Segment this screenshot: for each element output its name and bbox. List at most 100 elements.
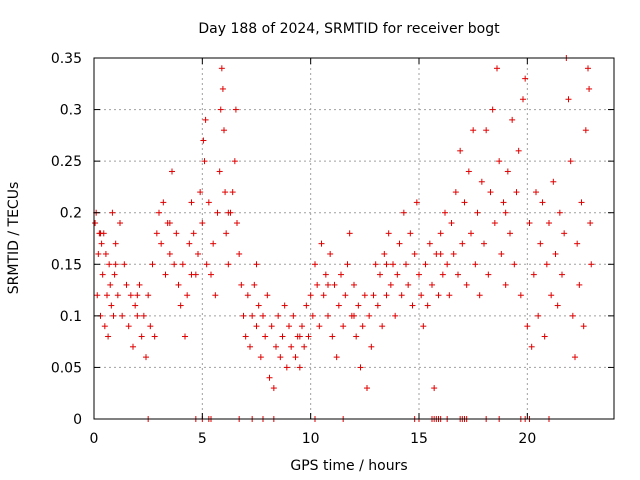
data-point	[309, 312, 316, 319]
data-point	[292, 354, 299, 361]
data-point	[418, 292, 425, 299]
data-point	[188, 271, 195, 278]
data-point	[320, 292, 327, 299]
data-point	[225, 209, 232, 216]
data-point	[455, 271, 461, 278]
data-point	[234, 220, 240, 227]
data-point	[507, 230, 513, 237]
data-point	[114, 292, 121, 299]
data-point	[435, 292, 442, 299]
data-point	[130, 343, 136, 350]
data-point	[403, 261, 409, 268]
data-point	[190, 230, 197, 237]
data-point	[520, 96, 526, 103]
data-point	[442, 209, 448, 216]
data-point	[145, 292, 152, 299]
data-point	[251, 281, 258, 288]
data-point	[212, 292, 219, 299]
data-point	[524, 323, 531, 330]
data-point	[286, 323, 292, 330]
data-point	[179, 261, 186, 268]
data-point	[283, 364, 290, 371]
data-point	[273, 343, 279, 350]
data-point	[398, 292, 405, 299]
data-point	[299, 323, 305, 330]
data-point	[500, 199, 507, 206]
data-point	[223, 230, 230, 237]
data-point	[588, 261, 595, 268]
data-point	[528, 343, 535, 350]
data-point	[530, 271, 537, 278]
data-point	[229, 189, 236, 196]
data-point	[329, 333, 336, 340]
data-point	[221, 127, 227, 134]
data-point	[288, 343, 295, 350]
data-point	[489, 106, 496, 113]
data-point	[197, 189, 204, 196]
data-point	[587, 220, 594, 227]
data-point	[381, 250, 388, 257]
data-point	[242, 333, 249, 340]
data-point	[416, 271, 422, 278]
data-point	[253, 261, 260, 268]
data-point	[101, 323, 108, 330]
data-point	[225, 261, 232, 268]
data-point	[95, 250, 102, 257]
data-point	[244, 292, 251, 299]
data-point	[216, 168, 223, 175]
data-point	[296, 333, 303, 340]
data-point	[111, 271, 118, 278]
data-point	[478, 178, 485, 185]
y-tick-label: 0	[73, 412, 82, 428]
data-point	[153, 230, 160, 237]
data-point	[205, 199, 212, 206]
data-point	[109, 209, 116, 216]
data-point	[158, 240, 165, 247]
data-point	[305, 333, 312, 340]
data-point	[268, 323, 275, 330]
data-point	[567, 158, 574, 165]
data-point	[468, 230, 474, 237]
data-point	[151, 333, 158, 340]
data-point	[420, 323, 427, 330]
data-point	[372, 261, 379, 268]
data-point	[574, 240, 581, 247]
data-point	[166, 220, 173, 227]
y-tick-label: 0.35	[51, 51, 82, 67]
data-point	[374, 302, 381, 309]
data-point	[262, 333, 269, 340]
data-point	[504, 168, 511, 175]
data-point	[396, 240, 403, 247]
data-point	[316, 323, 323, 330]
data-point	[160, 199, 167, 206]
data-point	[561, 230, 568, 237]
data-point	[279, 333, 286, 340]
data-point	[188, 199, 195, 206]
data-point	[470, 127, 477, 134]
data-point	[476, 292, 483, 299]
data-point	[162, 271, 169, 278]
data-point	[214, 209, 221, 216]
data-point	[219, 85, 226, 92]
data-point	[97, 230, 104, 237]
data-point	[383, 261, 390, 268]
data-point	[446, 292, 453, 299]
data-point	[123, 281, 130, 288]
data-point	[383, 292, 390, 299]
data-point	[156, 209, 162, 216]
data-point	[346, 230, 353, 237]
data-point	[379, 323, 386, 330]
data-point	[322, 271, 329, 278]
data-point	[370, 292, 377, 299]
data-point	[431, 385, 438, 392]
data-point	[582, 127, 589, 134]
data-point	[580, 323, 587, 330]
data-point	[318, 240, 325, 247]
data-point	[392, 312, 399, 319]
y-axis-label: SRMTID / TECUs	[6, 182, 22, 295]
data-point	[201, 158, 208, 165]
data-point	[231, 158, 238, 165]
data-point	[106, 261, 113, 268]
data-point	[98, 240, 105, 247]
data-point	[107, 281, 114, 288]
